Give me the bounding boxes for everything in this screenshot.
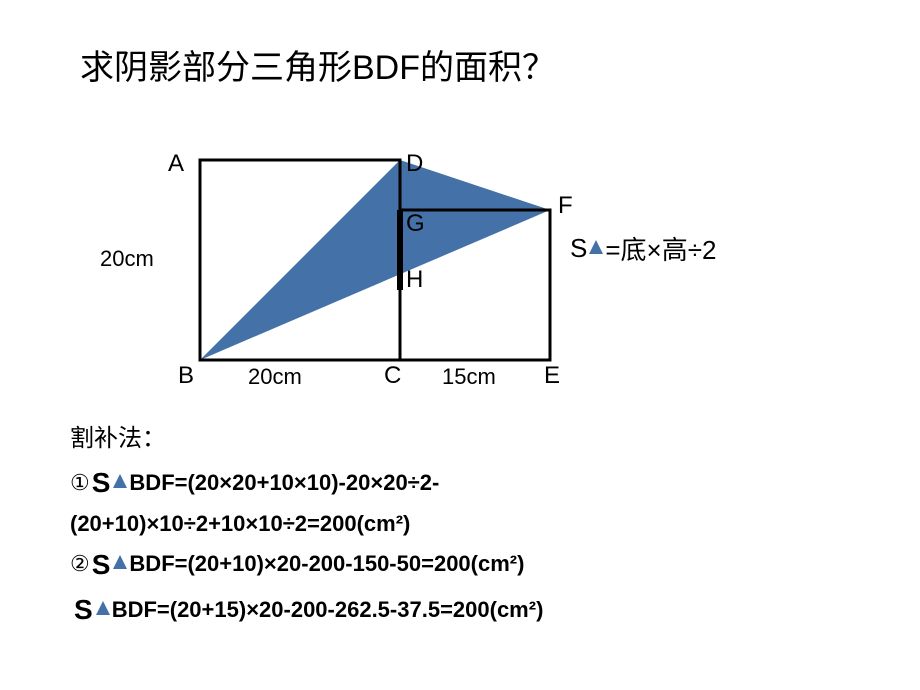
triangle-subscript-icon <box>113 555 127 569</box>
point-h-label: H <box>406 266 423 294</box>
solution-header: 割补法： <box>70 420 543 457</box>
point-d-label: D <box>406 150 423 178</box>
dim-left-20: 20cm <box>100 246 154 272</box>
diagram-svg <box>170 150 590 400</box>
point-g-label: G <box>406 210 425 238</box>
triangle-subscript-icon <box>113 474 127 488</box>
triangle-bdf <box>200 160 550 360</box>
s-symbol-2: S <box>92 543 111 586</box>
solution-line-1: ① S BDF=(20×20+10×10)-20×20÷2- <box>70 461 543 504</box>
solution-line-2: ② S BDF=(20+10)×20-200-150-50=200(cm²) <box>70 543 543 586</box>
triangle-subscript-icon <box>96 601 110 615</box>
solutions-block: 割补法： ① S BDF=(20×20+10×10)-20×20÷2- (20+… <box>70 420 543 633</box>
circled-1: ① <box>70 466 90 500</box>
s-symbol-1: S <box>92 461 111 504</box>
formula-s: S <box>570 233 587 264</box>
formula-rest: =底×高÷2 <box>605 230 716 267</box>
solution-1-text: BDF=(20×20+10×10)-20×20÷2- <box>129 466 439 500</box>
geometry-diagram: A D F G H B C E 20cm 20cm 15cm <box>170 150 590 400</box>
area-formula: S =底×高÷2 <box>570 230 716 267</box>
solution-line-1b: (20+10)×10÷2+10×10÷2=200(cm²) <box>70 507 543 541</box>
page-title: 求阴影部分三角形BDF的面积？ <box>80 40 556 89</box>
dim-bottom-15: 15cm <box>442 364 496 390</box>
solution-1b-text: (20+10)×10÷2+10×10÷2=200(cm²) <box>70 507 410 541</box>
point-c-label: C <box>384 362 401 390</box>
solution-3-text: BDF=(20+15)×20-200-262.5-37.5=200(cm²) <box>112 593 544 627</box>
solution-line-3: S BDF=(20+15)×20-200-262.5-37.5=200(cm²) <box>70 588 543 631</box>
point-a-label: A <box>168 150 184 178</box>
triangle-subscript-icon <box>589 240 603 254</box>
s-symbol-3: S <box>74 588 93 631</box>
point-e-label: E <box>544 362 560 390</box>
solution-2-text: BDF=(20+10)×20-200-150-50=200(cm²) <box>129 547 524 581</box>
dim-bottom-20: 20cm <box>248 364 302 390</box>
point-f-label: F <box>558 192 573 220</box>
point-b-label: B <box>178 362 194 390</box>
circled-2: ② <box>70 547 90 581</box>
